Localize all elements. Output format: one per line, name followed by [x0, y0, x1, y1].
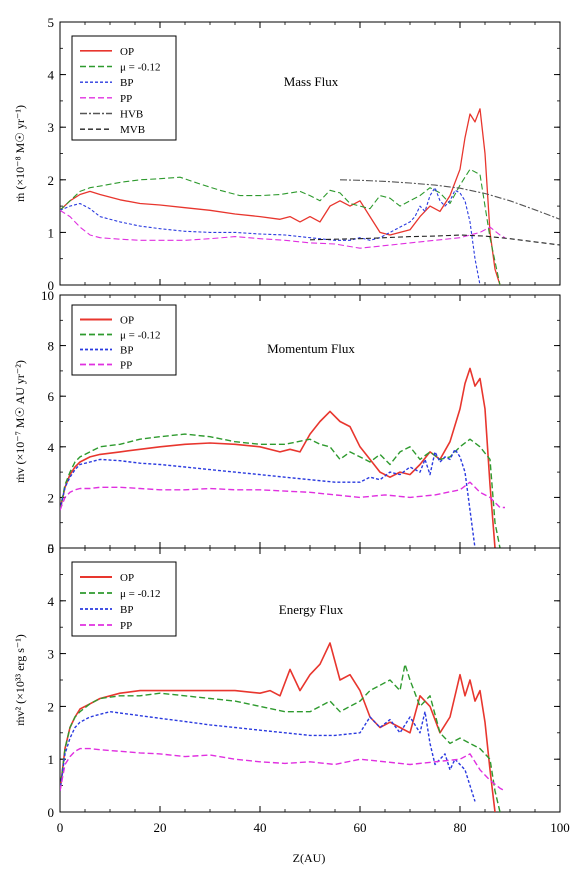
x-tick-label: 0 [57, 820, 64, 835]
y-axis-label: ṁv (×10⁻⁷ M☉ AU yr⁻²) [13, 360, 27, 483]
legend-label: OP [120, 572, 134, 584]
legend-label: BP [120, 77, 133, 89]
panel-1: 0 2 4 6 8 10 ṁv (×10⁻⁷ M☉ AU yr⁻²) Momentum Flu… [13, 288, 561, 556]
panel-title: Momentum Flux [267, 341, 355, 356]
y-tick-label: 8 [48, 339, 55, 354]
series-line-3 [60, 209, 506, 249]
x-tick-label: 60 [354, 820, 367, 835]
legend-box [71, 561, 177, 637]
legend-box [71, 304, 177, 376]
y-tick-label: 5 [48, 541, 55, 556]
panel-title: Energy Flux [279, 602, 344, 617]
legend-label: PP [120, 93, 132, 105]
x-tick-label: 20 [154, 820, 167, 835]
y-axis-label: ṁ (×10⁻⁸ M☉ yr⁻¹) [13, 105, 27, 202]
y-tick-label: 2 [48, 699, 55, 714]
panel-title: Mass Flux [284, 74, 339, 89]
y-tick-label: 0 [48, 805, 55, 820]
y-tick-label: 5 [48, 15, 55, 30]
y-tick-label: 1 [48, 752, 55, 767]
y-tick-label: 1 [48, 225, 55, 240]
legend-label: OP [120, 315, 134, 327]
legend-label: MVB [120, 124, 145, 136]
panel-0: 0 1 2 3 4 5 ṁ (×10⁻⁸ M☉ yr⁻¹) Mass Flux OP μ = -0… [13, 15, 561, 293]
series-line-2 [60, 448, 476, 548]
legend-box [71, 35, 177, 141]
y-tick-label: 4 [48, 594, 55, 609]
legend-label: μ = -0.12 [120, 588, 161, 600]
x-tick-label: 80 [454, 820, 467, 835]
legend-label: μ = -0.12 [120, 62, 161, 74]
legend-label: OP [120, 46, 134, 58]
series-line-2 [60, 187, 481, 285]
legend-label: PP [120, 360, 132, 372]
legend-label: HVB [120, 109, 143, 121]
legend-label: BP [120, 604, 133, 616]
x-tick-label: 100 [550, 820, 570, 835]
y-tick-label: 0 [48, 541, 55, 556]
series-line-5 [309, 234, 560, 246]
series-line-2 [60, 711, 476, 802]
x-tick-label: 40 [254, 820, 267, 835]
legend-label: μ = -0.12 [120, 330, 161, 342]
y-axis-label: ṁv² (×10³³ erg s⁻¹) [13, 634, 27, 726]
y-tick-label: 4 [48, 440, 55, 455]
legend-label: PP [120, 620, 132, 632]
series-line-0 [60, 642, 496, 812]
x-axis-label: Z(AU) [293, 851, 326, 865]
y-tick-label: 10 [41, 288, 54, 303]
y-tick-label: 0 [48, 278, 55, 293]
series-line-1 [60, 663, 501, 812]
y-tick-label: 4 [48, 68, 55, 83]
series-line-3 [60, 747, 506, 792]
series-line-0 [60, 108, 501, 285]
y-tick-label: 3 [48, 647, 55, 662]
y-tick-label: 2 [48, 490, 55, 505]
series-line-4 [339, 179, 560, 220]
y-tick-label: 3 [48, 120, 55, 135]
series-line-0 [60, 367, 496, 548]
y-tick-label: 2 [48, 173, 55, 188]
y-tick-label: 6 [48, 389, 55, 404]
legend-label: BP [120, 345, 133, 357]
series-line-3 [60, 481, 505, 511]
series-line-1 [60, 168, 501, 285]
